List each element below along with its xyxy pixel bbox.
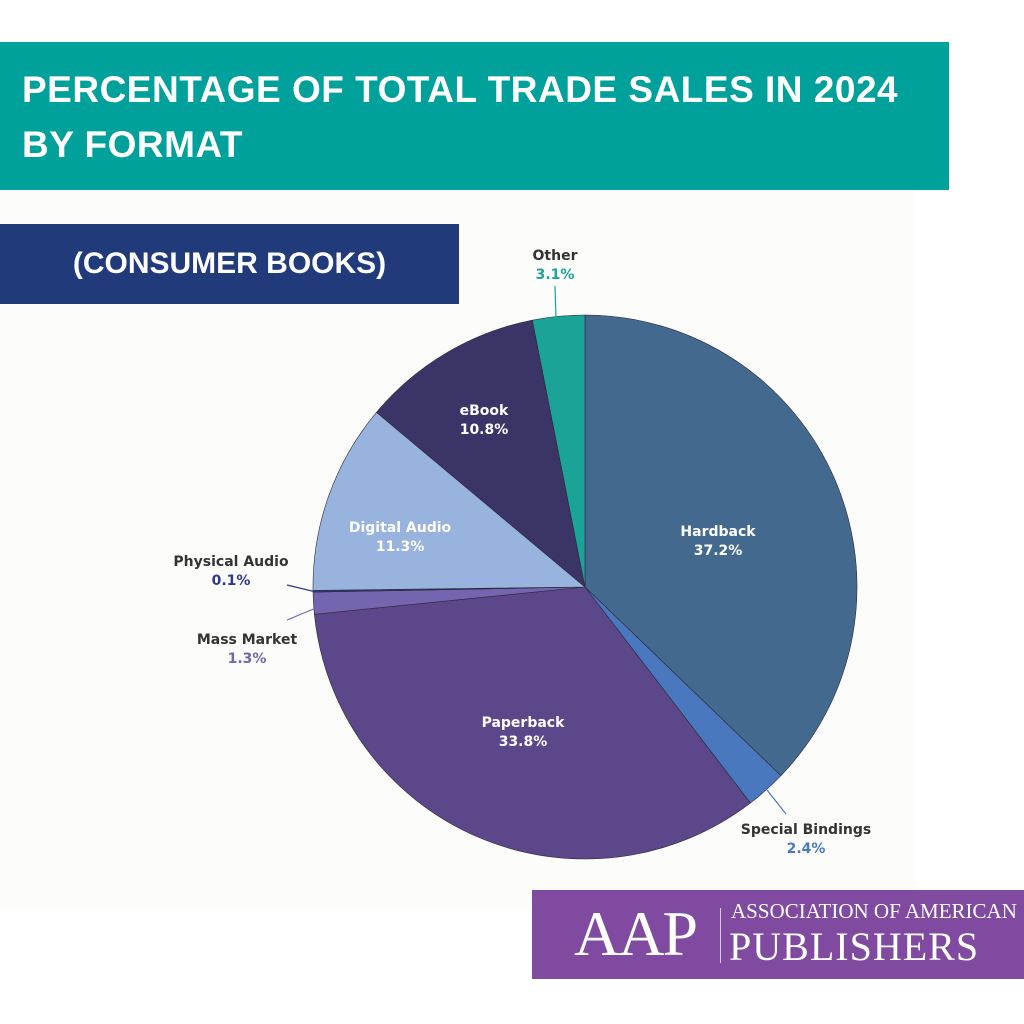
leader-line-special-bindings — [766, 789, 787, 815]
label-name: Special Bindings — [740, 822, 872, 838]
pie-slice-digital-audio — [312, 411, 586, 591]
label-value: 37.2% — [693, 543, 743, 559]
slice-label-digital-audio: Digital Audio 11.3% — [349, 519, 451, 557]
leader-line-other — [554, 285, 557, 319]
label-value: 0.1% — [211, 573, 251, 589]
label-value: 1.3% — [227, 651, 267, 667]
logo-line2: PUBLISHERS — [729, 924, 980, 969]
slice-label-special-bindings: Special Bindings 2.4% — [741, 821, 871, 859]
label-value: 33.8% — [498, 734, 548, 750]
label-name: Physical Audio — [173, 554, 289, 570]
logo-divider — [720, 908, 721, 963]
slice-label-mass-market: Mass Market 1.3% — [197, 631, 297, 669]
leader-line-mass-market — [286, 607, 317, 621]
chart-subtitle: (CONSUMER BOOKS) — [72, 247, 387, 280]
label-name: Other — [532, 248, 578, 264]
pie-slice-hardback — [584, 314, 858, 777]
slice-label-ebook: eBook 10.8% — [460, 402, 509, 440]
title-banner — [0, 42, 949, 190]
label-name: Mass Market — [196, 632, 298, 648]
slice-label-other: Other 3.1% — [533, 247, 578, 285]
label-value: 3.1% — [535, 267, 575, 283]
chart-title: PERCENTAGE OF TOTAL TRADE SALES IN 2024 … — [22, 69, 899, 165]
pie-slice-paperback — [314, 586, 751, 860]
pie-slice-other — [532, 314, 586, 588]
pie-slice-ebook — [376, 319, 586, 588]
label-name: Digital Audio — [348, 520, 452, 536]
label-name: Hardback — [680, 524, 756, 540]
leader-line-physical-audio — [286, 584, 317, 593]
logo-line1: ASSOCIATION OF AMERICAN — [731, 899, 1017, 923]
label-name: Paperback — [481, 715, 565, 731]
logo-abbr: AAP — [574, 898, 698, 969]
subtitle-banner — [0, 224, 459, 304]
slice-label-paperback: Paperback 33.8% — [482, 714, 565, 752]
label-value: 11.3% — [375, 539, 425, 555]
aap-logo: AAP ASSOCIATION OF AMERICAN PUBLISHERS — [532, 890, 1024, 979]
slice-label-physical-audio: Physical Audio 0.1% — [173, 553, 288, 591]
slice-label-hardback: Hardback 37.2% — [680, 523, 755, 561]
label-value: 2.4% — [786, 841, 826, 857]
label-value: 10.8% — [459, 422, 509, 438]
label-name: eBook — [459, 403, 509, 419]
